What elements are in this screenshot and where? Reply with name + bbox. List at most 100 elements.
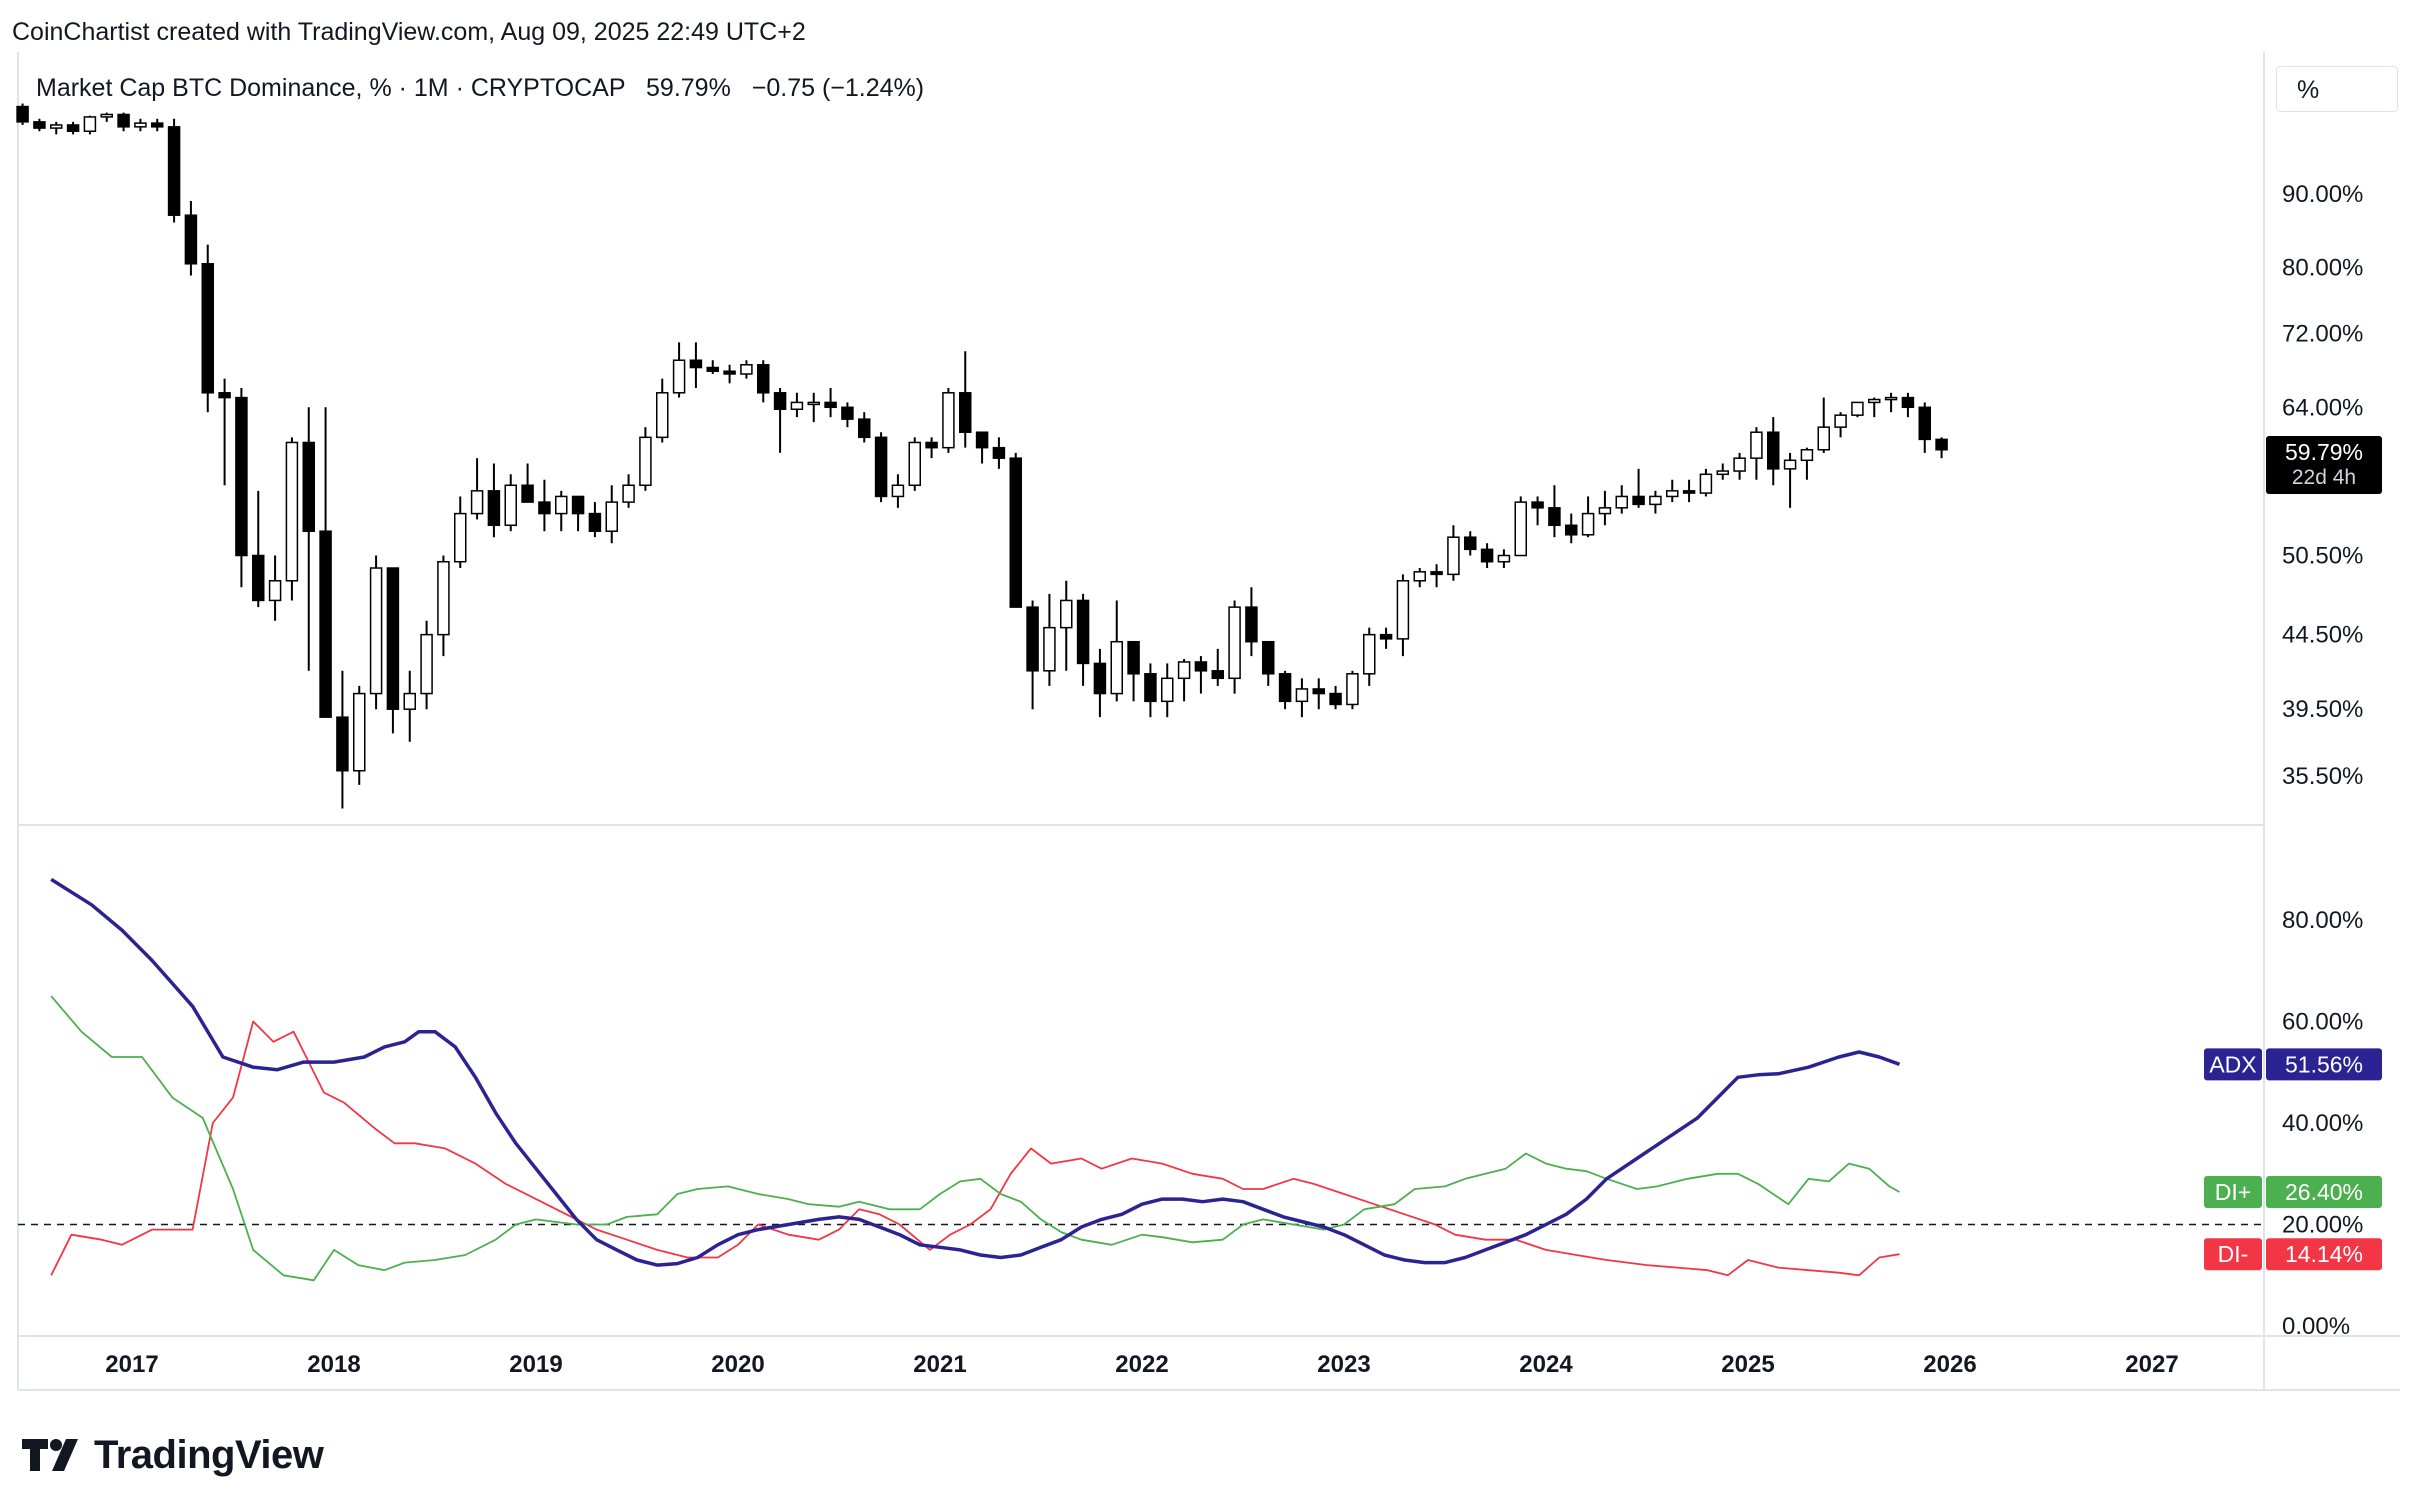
scale-mode-button[interactable]: %: [2276, 66, 2398, 112]
candle: [1076, 593, 1090, 686]
legend-change: −0.75 (−1.24%): [751, 74, 925, 102]
candle-body-down: [571, 495, 585, 515]
candle: [1666, 479, 1679, 503]
candle-body-down: [184, 214, 198, 265]
candle-body-up: [639, 436, 652, 487]
badge-name-bg: [2204, 1048, 2262, 1081]
price-axis[interactable]: 90.00% 80.00% 72.00% 64.00% 50.50% 44.50% 39.5…: [2282, 181, 2363, 790]
candle-body-down: [117, 113, 130, 128]
candle-body-up: [672, 359, 686, 394]
candle: [1093, 648, 1107, 718]
candle-body-up: [1834, 414, 1847, 428]
candle-body-up: [1817, 426, 1830, 451]
candle: [1211, 648, 1224, 686]
candle-body-down: [1935, 438, 1948, 451]
candle: [1834, 412, 1847, 438]
badge-value-bg: [2266, 1238, 2382, 1271]
candle-body-up: [454, 512, 467, 563]
year-tick-label: 2019: [509, 1351, 562, 1378]
price-tick-label: 64.00%: [2282, 394, 2363, 421]
candle-body-up: [1295, 688, 1309, 703]
candle: [83, 115, 97, 135]
candle: [908, 437, 921, 491]
candle-body-down: [1901, 396, 1915, 409]
candle-body-up: [622, 484, 635, 503]
candle-body-up: [1783, 459, 1797, 470]
chart-frame: [17, 52, 2400, 1391]
candle-body-down: [1278, 673, 1292, 703]
credit-line: CoinChartist created with TradingView.co…: [12, 18, 806, 46]
candle: [1901, 392, 1915, 418]
candle-body-up: [1750, 431, 1763, 459]
candle: [285, 437, 299, 601]
badge-value: 51.56%: [2285, 1051, 2363, 1077]
candle: [117, 112, 130, 132]
series-adx: [50, 877, 1901, 1267]
dmi-lines: [18, 877, 2264, 1282]
year-tick-label: 2027: [2125, 1351, 2178, 1378]
candle: [33, 118, 46, 132]
candle-body-up: [1884, 396, 1898, 401]
candle-body-up: [908, 441, 921, 487]
candle: [454, 496, 467, 569]
time-axis[interactable]: 2017 2018 2019 2020 2021 2022 2023 2024 2025 2026…: [105, 1351, 2178, 1378]
candle: [571, 495, 585, 532]
candle-body-up: [740, 364, 753, 375]
candle: [1127, 640, 1140, 702]
indicator-axis[interactable]: 80.00% 60.00% 40.00% 20.00% 0.00%: [2282, 907, 2363, 1340]
candle: [1363, 627, 1376, 686]
candle: [504, 474, 517, 532]
candle-body-down: [1127, 640, 1140, 675]
candle-body-down: [841, 406, 854, 420]
candle: [1447, 525, 1460, 581]
candle: [1245, 587, 1258, 657]
candle: [874, 432, 888, 503]
candle: [1480, 543, 1494, 569]
candle-body-down: [1009, 457, 1022, 608]
price-tick-label: 72.00%: [2282, 321, 2363, 348]
candle: [1514, 496, 1527, 557]
price-tick-label: 39.50%: [2282, 696, 2363, 723]
candle-body-up: [1868, 398, 1881, 404]
candle: [605, 485, 618, 544]
tradingview-logo-text: TradingView: [94, 1432, 324, 1477]
candle: [1060, 580, 1073, 671]
tradingview-logo[interactable]: TradingView: [22, 1430, 324, 1480]
badge-diminus: DI- 14.14%: [2204, 1238, 2382, 1271]
candle: [1733, 452, 1746, 480]
candle-body-down: [218, 392, 231, 399]
candle-body-down: [1093, 662, 1107, 695]
candle: [1699, 468, 1713, 497]
year-tick-label: 2025: [1721, 1351, 1774, 1378]
candle-body-down: [1144, 673, 1157, 703]
candle-body-down: [151, 122, 164, 128]
candle: [50, 121, 63, 135]
year-tick-label: 2020: [711, 1351, 764, 1378]
badge-name: ADX: [2209, 1051, 2256, 1077]
candle: [369, 555, 383, 710]
candle-body-up: [1346, 673, 1359, 706]
candle: [1161, 663, 1174, 718]
candle: [975, 431, 989, 464]
candle: [790, 392, 804, 418]
candle-body-up: [1581, 512, 1595, 536]
candle-body-up: [1161, 677, 1174, 703]
legend-symbol[interactable]: Market Cap BTC Dominance, % · 1M · CRYPT…: [36, 74, 626, 102]
candle-body-up: [353, 692, 366, 772]
series-diplus: [50, 995, 1900, 1282]
candle-body-down: [386, 567, 400, 710]
candle-body-up: [1110, 640, 1123, 695]
candle-body-up: [268, 580, 282, 602]
candle-body-up: [1699, 473, 1713, 494]
candle-body-down: [975, 431, 989, 449]
candle: [252, 490, 265, 608]
year-tick-label: 2024: [1519, 1351, 1573, 1378]
candle: [740, 360, 753, 379]
candle-body-up: [50, 124, 63, 129]
candle: [689, 342, 703, 389]
candle-body-down: [302, 441, 315, 532]
indicator-tick-label: 60.00%: [2282, 1009, 2363, 1036]
candle-body-up: [1851, 401, 1864, 416]
candle: [1228, 600, 1241, 694]
